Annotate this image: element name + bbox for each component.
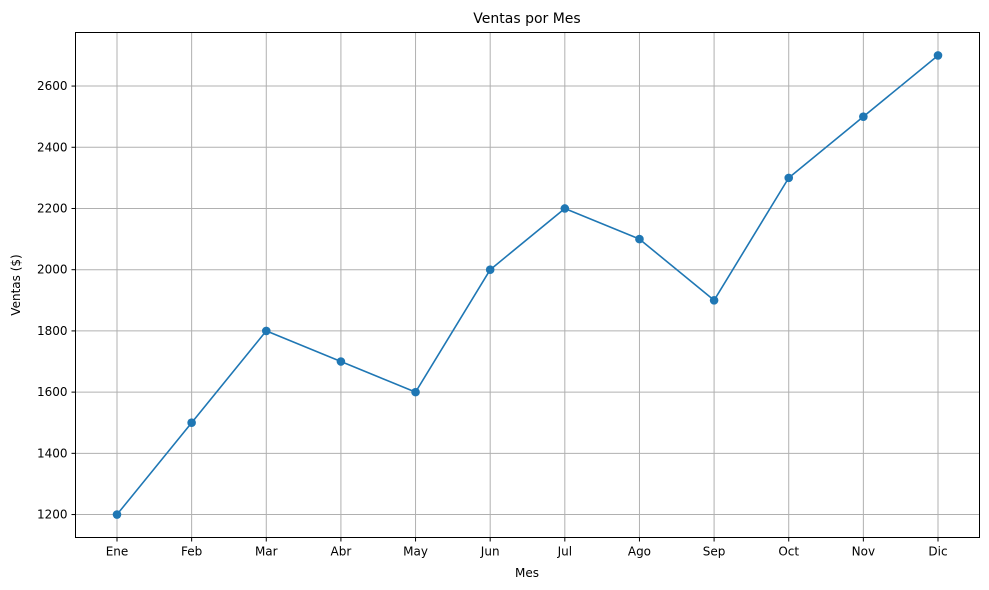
data-point [709, 296, 719, 305]
series-line [116, 54, 939, 516]
x-tick-label: Jul [557, 545, 572, 559]
y-axis-title: Ventas ($) [9, 254, 23, 315]
x-tick-label: Nov [852, 545, 875, 559]
data-point [336, 357, 346, 366]
data-point [112, 510, 122, 519]
x-tick-label: Feb [181, 545, 202, 559]
y-tick-label: 1600 [37, 385, 68, 399]
x-tick-label: Sep [703, 545, 726, 559]
x-tick-label: Ene [106, 545, 129, 559]
data-point [784, 173, 794, 183]
data-point [187, 418, 196, 428]
y-tick-label: 2200 [37, 201, 68, 215]
data-point [485, 265, 495, 274]
x-tick-label: Mar [255, 545, 278, 559]
y-tick-label: 1200 [37, 508, 68, 522]
y-tick-label: 2600 [37, 79, 68, 93]
data-point [859, 112, 868, 121]
data-point [635, 234, 644, 244]
y-tick-label: 1400 [37, 446, 68, 460]
data-point [933, 51, 943, 60]
x-tick-label: May [403, 545, 428, 559]
y-tick-label: 1800 [37, 324, 68, 338]
x-tick-label: Oct [778, 545, 799, 559]
data-point [560, 204, 570, 213]
x-tick-label: Ago [628, 545, 651, 559]
y-tick-label: 2400 [37, 140, 68, 154]
x-axis-title: Mes [515, 566, 539, 580]
data-point [411, 387, 420, 397]
x-tick-label: Abr [331, 545, 352, 559]
plot-frame [75, 32, 980, 538]
y-axis-ticks: 1200 1400 1600 1800 2000 2200 2400 2600 [37, 79, 76, 522]
series-layer [112, 51, 943, 519]
x-tick-label: Jun [480, 545, 500, 559]
x-axis-ticks: Ene Feb Mar Abr May Jun Jul Ago Sep Oct Nov Dic [106, 537, 948, 559]
x-tick-label: Dic [928, 545, 947, 559]
y-tick-label: 2000 [37, 263, 68, 277]
chart-title: Ventas por Mes [473, 11, 580, 27]
data-point [261, 326, 271, 336]
